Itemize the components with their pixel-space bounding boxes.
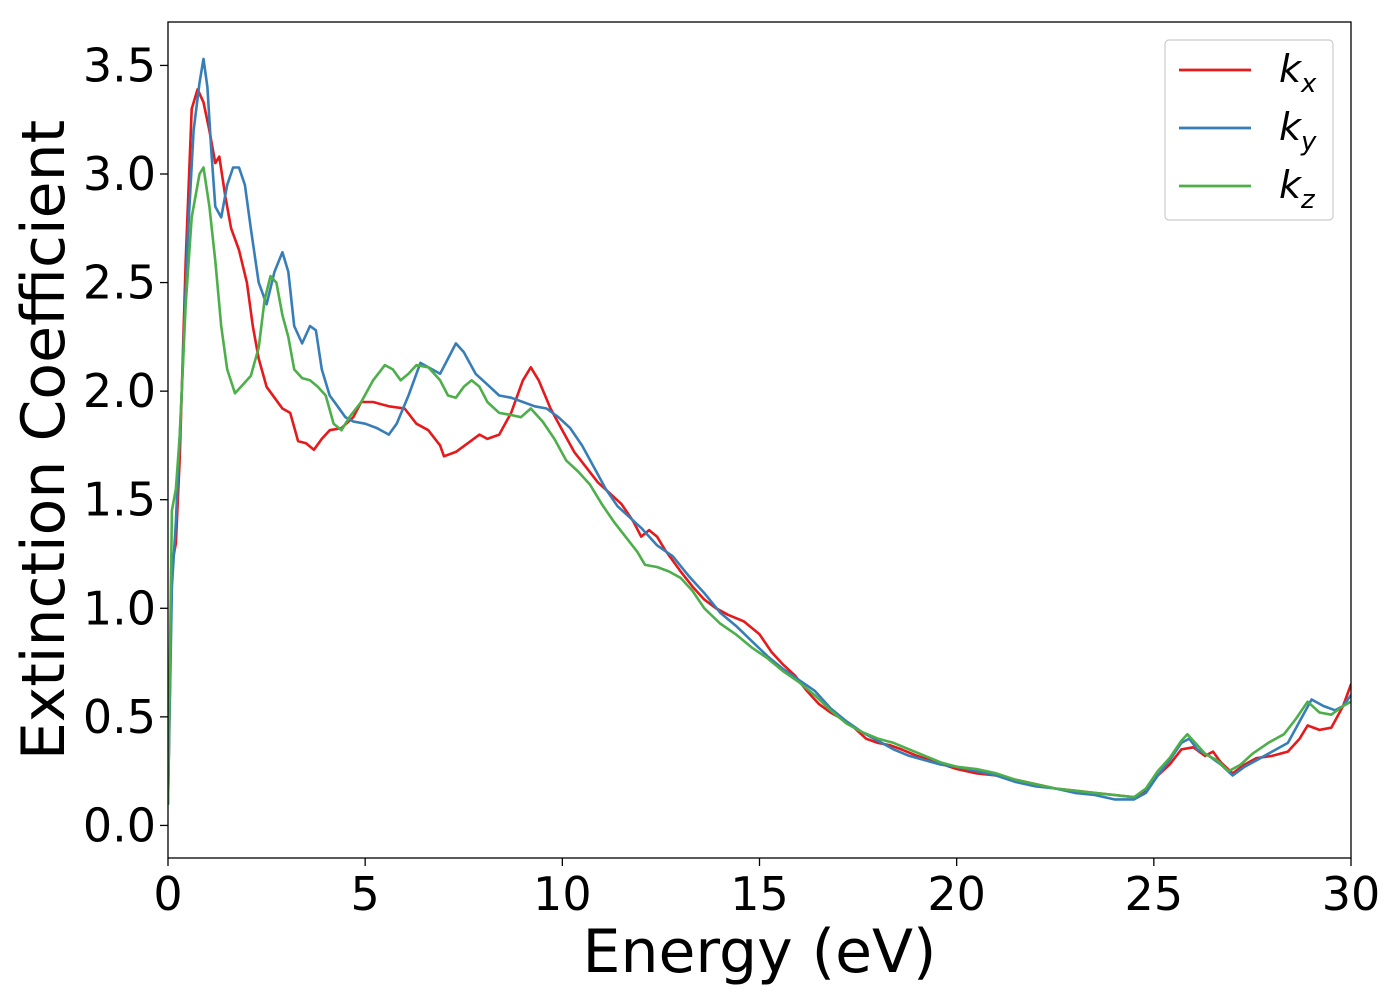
y-tick-label: 0.0 [83,798,156,852]
y-tick-label: 2.5 [83,256,156,310]
y-tick-label: 0.5 [83,690,156,744]
legend-label-kz: kz [1279,163,1316,215]
x-tick-label: 10 [533,867,592,921]
x-tick-label: 15 [730,867,789,921]
x-tick-label: 0 [153,867,182,921]
x-tick-label: 30 [1322,867,1381,921]
y-tick-label: 3.5 [83,38,156,92]
x-axis-title: Energy (eV) [583,917,937,987]
legend: kx ky kz [1164,39,1334,221]
legend-label-ky: ky [1279,105,1317,157]
y-tick-label: 1.5 [83,473,156,527]
series-line-kz [168,166,1351,805]
series-line-ky [168,57,1351,805]
x-tick-label: 25 [1125,867,1184,921]
legend-label-kx: kx [1279,47,1317,99]
x-tick-label: 5 [351,867,380,921]
x-axis: 0 5 10 15 20 25 30 [153,858,1380,921]
y-axis: 0.0 0.5 1.0 1.5 2.0 2.5 3.0 3.5 [83,38,168,852]
plot-lines [168,57,1351,805]
y-tick-label: 2.0 [83,364,156,418]
legend-box [1164,39,1334,221]
y-tick-label: 1.0 [83,581,156,635]
y-axis-title: Extinction Coefficient [9,120,79,760]
y-tick-label: 3.0 [83,147,156,201]
x-tick-label: 20 [927,867,986,921]
